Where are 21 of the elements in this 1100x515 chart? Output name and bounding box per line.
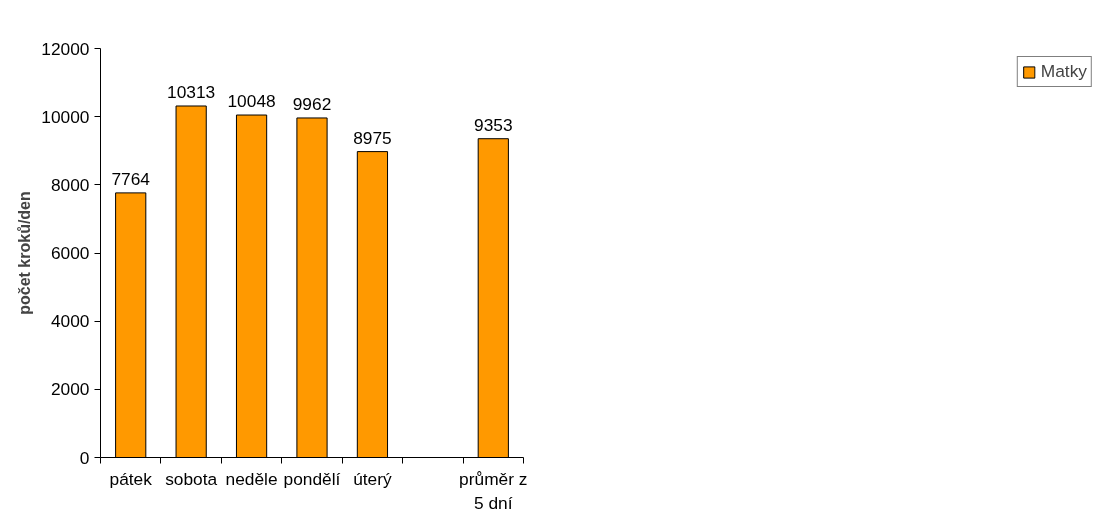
y-axis-title: počet kroků/den	[16, 191, 34, 315]
y-tick-label: 10000	[41, 106, 90, 127]
y-tick-label: 0	[79, 447, 90, 468]
x-tick-label: neděle	[225, 468, 278, 489]
data-label: 7764	[111, 168, 151, 189]
data-label: 8975	[353, 127, 392, 148]
y-tick-label: 8000	[50, 174, 90, 195]
y-tick-label: 4000	[50, 311, 90, 332]
data-label: 9353	[474, 114, 513, 135]
data-label: 9962	[292, 93, 332, 114]
y-tick-label: 6000	[50, 243, 90, 263]
x-tick-label: sobota	[165, 468, 218, 489]
x-tick-label: úterý	[353, 468, 393, 489]
y-tick-label: 12000	[41, 38, 90, 59]
x-tick-label: pondělí	[283, 468, 341, 489]
x-tick-label: pátek	[109, 468, 153, 489]
legend-label: Matky	[1040, 61, 1087, 82]
data-label: 10048	[227, 91, 276, 112]
x-tick-label: průměr z 5 dní	[459, 468, 528, 513]
data-label: 10313	[167, 82, 216, 102]
y-tick-label: 2000	[50, 379, 90, 400]
